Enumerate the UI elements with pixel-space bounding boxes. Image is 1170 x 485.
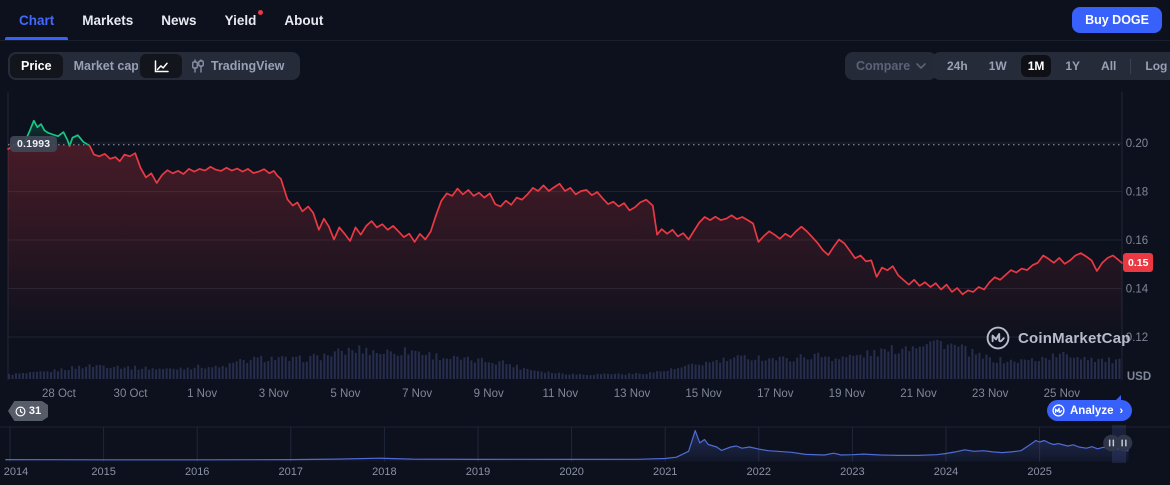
- svg-text:19 Nov: 19 Nov: [829, 388, 866, 400]
- range-1w[interactable]: 1W: [988, 59, 1007, 73]
- svg-text:2025: 2025: [1027, 466, 1051, 478]
- tab-markets[interactable]: Markets: [82, 0, 133, 40]
- tab-news[interactable]: News: [161, 0, 196, 40]
- svg-text:28 Oct: 28 Oct: [42, 388, 77, 400]
- svg-text:1 Nov: 1 Nov: [187, 388, 217, 400]
- tradingview-toggle[interactable]: TradingView: [182, 59, 298, 73]
- history-clock-icon: [15, 406, 26, 416]
- history-count-label: 31: [28, 405, 42, 417]
- tab-yield[interactable]: Yield: [224, 0, 264, 40]
- minimap-line: [5, 430, 1129, 461]
- svg-text:2016: 2016: [185, 466, 209, 478]
- svg-text:13 Nov: 13 Nov: [614, 388, 651, 400]
- svg-text:USD: USD: [1127, 371, 1151, 383]
- price-line: [7, 119, 1123, 296]
- price-chart-canvas[interactable]: 0.20 0.18 0.16 0.14 0.12 USD 28 Oct 30 Oct 1 No…: [0, 90, 1170, 425]
- all-time-range-selector[interactable]: 2014 2015 2016 2017 2018 2019 2020 2021 2022 2023…: [0, 425, 1170, 485]
- toggle-price[interactable]: Price: [10, 54, 63, 78]
- x-axis-labels: 28 Oct 30 Oct 1 Nov 3 Nov 5 Nov 7 Nov 9 Nov 11 …: [42, 388, 1080, 400]
- range-all[interactable]: All: [1101, 59, 1117, 73]
- svg-text:0.16: 0.16: [1126, 235, 1148, 247]
- svg-text:30 Oct: 30 Oct: [114, 388, 149, 400]
- history-count-badge[interactable]: 31: [8, 401, 48, 421]
- divider: [1130, 58, 1132, 74]
- tab-yield-label: Yield: [224, 12, 257, 28]
- chevron-down-icon: [916, 63, 926, 69]
- svg-text:2022: 2022: [747, 466, 771, 478]
- tab-chart-label: Chart: [19, 12, 55, 28]
- candlestick-icon: [192, 59, 204, 73]
- svg-text:2023: 2023: [840, 466, 864, 478]
- right-range-handle[interactable]: [1115, 434, 1133, 452]
- svg-text:0.12: 0.12: [1126, 332, 1148, 344]
- svg-text:2017: 2017: [279, 466, 303, 478]
- coinmarketcap-logo-icon: [986, 326, 1010, 350]
- svg-text:3 Nov: 3 Nov: [259, 388, 289, 400]
- svg-text:0.20: 0.20: [1126, 138, 1148, 150]
- watermark-label: CoinMarketCap: [1018, 329, 1131, 347]
- svg-text:2021: 2021: [653, 466, 677, 478]
- open-price-label: 0.1993: [10, 136, 58, 152]
- header-bar: Chart Markets News Yield About Buy DOGE: [0, 0, 1170, 41]
- minimap-area: [5, 430, 1129, 462]
- svg-text:7 Nov: 7 Nov: [402, 388, 432, 400]
- compare-label: Compare: [856, 59, 911, 73]
- svg-text:0.18: 0.18: [1126, 187, 1148, 199]
- svg-text:2018: 2018: [372, 466, 396, 478]
- svg-text:2015: 2015: [91, 466, 115, 478]
- chevron-right-icon: ›: [1119, 404, 1124, 417]
- chart-toolbar: Price Market cap TradingView Compare 24h: [0, 52, 1170, 81]
- price-area-fills: [8, 120, 1122, 380]
- buy-doge-button[interactable]: Buy DOGE: [1072, 7, 1162, 33]
- coinmarketcap-icon: [1052, 404, 1065, 417]
- log-scale-toggle[interactable]: Log: [1145, 59, 1168, 73]
- svg-text:2024: 2024: [934, 466, 958, 478]
- svg-text:11 Nov: 11 Nov: [543, 388, 579, 400]
- svg-text:25 Nov: 25 Nov: [1044, 388, 1081, 400]
- line-chart-icon: [154, 59, 169, 72]
- price-marketcap-toggle: Price Market cap: [8, 52, 152, 80]
- tab-markets-label: Markets: [82, 12, 134, 28]
- last-price-badge: 0.15: [1123, 253, 1154, 272]
- primary-nav: Chart Markets News Yield About: [0, 0, 323, 40]
- range-1y[interactable]: 1Y: [1065, 59, 1081, 73]
- analyze-button[interactable]: Analyze ›: [1047, 395, 1133, 421]
- svg-text:23 Nov: 23 Nov: [972, 388, 1009, 400]
- compare-button[interactable]: Compare: [845, 52, 938, 80]
- coinmarketcap-watermark: CoinMarketCap: [986, 326, 1131, 350]
- y-axis-labels: 0.20 0.18 0.16 0.14 0.12 USD: [1126, 138, 1151, 383]
- left-range-handle[interactable]: [1103, 434, 1120, 452]
- svg-text:17 Nov: 17 Nov: [757, 388, 794, 400]
- time-range-selector: 24h 1W 1M 1Y All Log: [932, 52, 1170, 80]
- tradingview-label: TradingView: [211, 59, 285, 73]
- svg-text:15 Nov: 15 Nov: [685, 388, 722, 400]
- tab-about-label: About: [284, 12, 324, 28]
- svg-text:0.14: 0.14: [1126, 284, 1149, 296]
- svg-text:2020: 2020: [559, 466, 583, 478]
- tab-chart[interactable]: Chart: [4, 0, 69, 40]
- chart-type-toggle: TradingView: [138, 52, 301, 80]
- new-indicator-dot: [258, 10, 264, 15]
- svg-text:2019: 2019: [466, 466, 490, 478]
- range-24h[interactable]: 24h: [947, 59, 968, 73]
- tab-news-label: News: [161, 12, 197, 28]
- line-chart-toggle[interactable]: [140, 54, 182, 78]
- svg-text:2014: 2014: [4, 466, 28, 478]
- tab-about[interactable]: About: [284, 0, 323, 40]
- svg-text:21 Nov: 21 Nov: [900, 388, 937, 400]
- svg-text:5 Nov: 5 Nov: [330, 388, 360, 400]
- analyze-label: Analyze: [1070, 404, 1114, 417]
- toggle-market-cap[interactable]: Market cap: [73, 59, 139, 73]
- minimap-year-labels: 2014 2015 2016 2017 2018 2019 2020 2021 2022 2023…: [4, 466, 1052, 478]
- svg-text:9 Nov: 9 Nov: [474, 388, 504, 400]
- range-1m[interactable]: 1M: [1020, 55, 1052, 77]
